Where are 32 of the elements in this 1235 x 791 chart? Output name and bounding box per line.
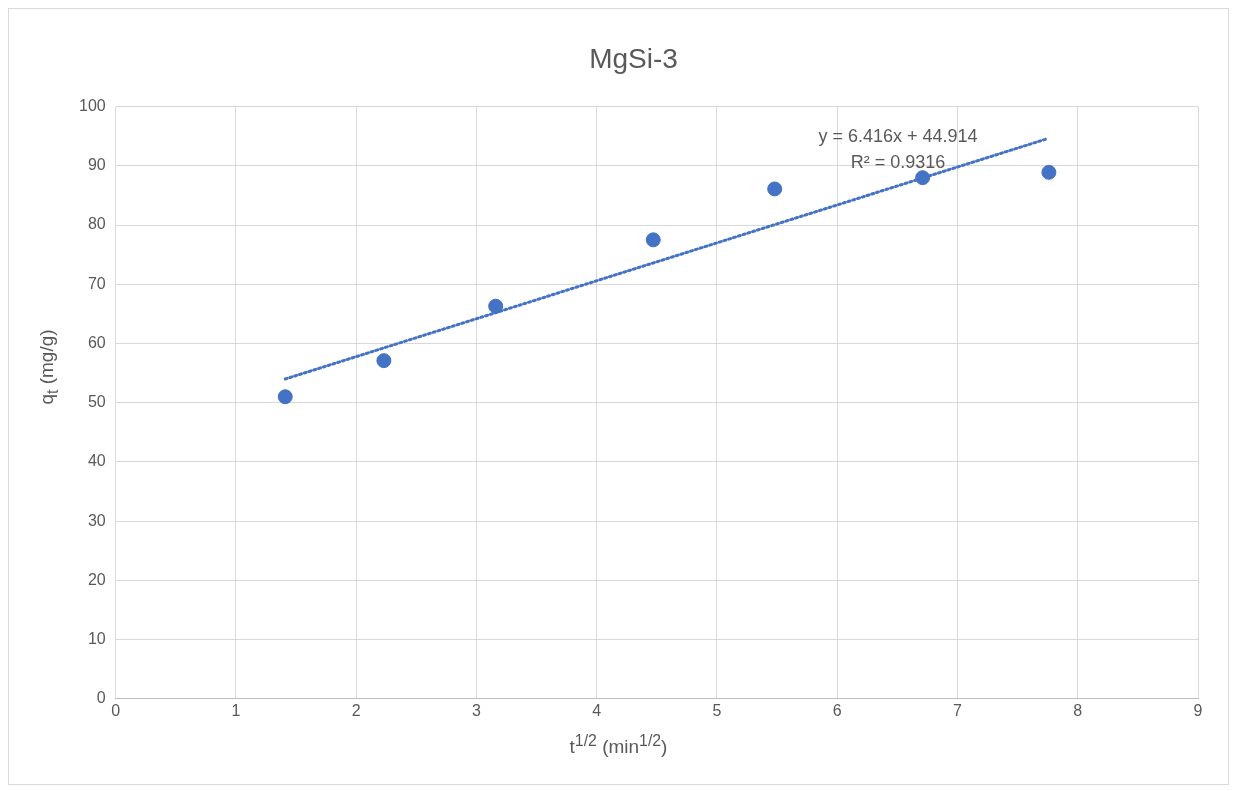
point	[488, 298, 504, 314]
y-tick-label: 60	[87, 333, 106, 351]
x-tick-label: 7	[953, 701, 963, 719]
annotation: R² = 0.9316	[850, 151, 946, 172]
annotation: y = 6.416x + 44.914	[818, 125, 978, 146]
y-tick-label: 10	[87, 629, 106, 647]
y-tick-label: 20	[87, 570, 106, 588]
point	[767, 181, 783, 197]
x-tick-label: 5	[712, 701, 722, 719]
x-tick-label: 3	[472, 701, 482, 719]
y-tick-label: 40	[87, 452, 106, 470]
y-tick-label: 70	[87, 274, 106, 292]
x-tick-label: 6	[832, 701, 842, 719]
x-tick-label: 2	[351, 701, 361, 719]
point	[1041, 164, 1057, 180]
x-tick-label: 9	[1193, 701, 1203, 719]
point	[376, 353, 392, 369]
y-tick-label: 100	[78, 97, 106, 115]
x-axis-title: t$^{1/2}$ (min$^{1/2}$)	[568, 732, 669, 759]
point	[645, 232, 661, 248]
point	[915, 170, 931, 186]
y-tick-label: 90	[87, 156, 106, 174]
y-tick-label: 50	[87, 393, 106, 411]
y-tick-label: 30	[87, 511, 106, 529]
chart-title: MgSi-3	[589, 42, 678, 74]
x-tick-label: 1	[231, 701, 241, 719]
point	[277, 389, 293, 405]
x-tick-label: 4	[592, 701, 602, 719]
y-tick-label: 80	[87, 215, 106, 233]
y-tick-label: 0	[96, 689, 106, 707]
x-tick-label: 8	[1073, 701, 1083, 719]
x-tick-label: 0	[111, 701, 121, 719]
